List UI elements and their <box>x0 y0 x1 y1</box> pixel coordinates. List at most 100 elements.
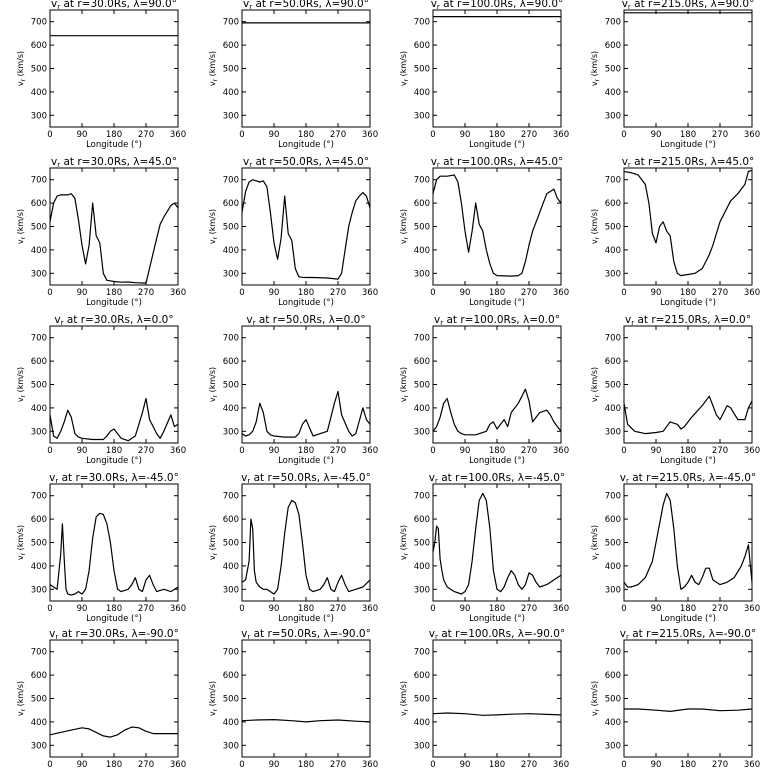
title-subscript: r <box>249 3 252 11</box>
title-text: at r=30.0Rs, λ=-45.0° <box>58 472 179 484</box>
y-tick-label: 300 <box>605 585 621 595</box>
title-subscript: r <box>631 319 634 327</box>
x-tick-label: 90 <box>77 604 88 614</box>
y-tick-label: 400 <box>223 246 239 256</box>
y-label-subscript: r <box>212 78 219 81</box>
x-tick-label: 180 <box>298 446 314 456</box>
title-subscript: r <box>628 161 631 169</box>
title-subscript: r <box>55 477 58 485</box>
x-tick-label: 360 <box>170 130 186 140</box>
y-label-symbol: v <box>590 397 599 402</box>
plot-frame <box>49 483 179 602</box>
x-tick-label: 180 <box>106 130 122 140</box>
y-axis-label: vr (km/s) <box>590 525 601 560</box>
x-axis-label: Longitude (°) <box>86 140 142 150</box>
y-tick-label: 300 <box>223 585 239 595</box>
chart-title: vr at r=30.0Rs, λ=45.0° <box>51 156 177 169</box>
x-axis-label: Longitude (°) <box>278 456 334 466</box>
x-tick-label: 270 <box>330 130 346 140</box>
y-tick-label: 300 <box>605 269 621 279</box>
plot-frame <box>241 639 371 758</box>
y-tick-label: 700 <box>605 334 621 344</box>
x-tick-label: 270 <box>521 288 537 298</box>
x-tick-label: 270 <box>712 760 728 768</box>
x-axis-label: Longitude (°) <box>278 614 334 624</box>
x-tick-label: 270 <box>138 604 154 614</box>
y-tick-label: 400 <box>31 718 47 728</box>
title-symbol: v <box>49 472 55 484</box>
y-tick-label: 400 <box>414 562 430 572</box>
y-tick-label: 600 <box>223 199 239 209</box>
title-text: at r=30.0Rs, λ=90.0° <box>60 0 177 10</box>
y-tick-label: 500 <box>31 223 47 233</box>
y-label-subscript: r <box>594 236 601 239</box>
y-tick-label: 400 <box>414 718 430 728</box>
title-subscript: r <box>253 319 256 327</box>
y-tick-label: 400 <box>605 246 621 256</box>
x-tick-label: 180 <box>680 604 696 614</box>
title-text: at r=30.0Rs, λ=45.0° <box>60 156 177 168</box>
data-series-line <box>49 512 179 596</box>
x-tick-label: 180 <box>489 288 505 298</box>
title-symbol: v <box>243 156 249 168</box>
y-tick-label: 500 <box>605 695 621 705</box>
x-tick-label: 180 <box>680 760 696 768</box>
title-text: at r=215.0Rs, λ=90.0° <box>631 0 754 10</box>
y-label-symbol: v <box>16 397 25 402</box>
plot-frame <box>623 167 753 286</box>
x-tick-label: 270 <box>138 446 154 456</box>
y-tick-label: 700 <box>31 176 47 186</box>
data-series-line <box>432 174 562 277</box>
y-axis-label: vr (km/s) <box>208 209 219 244</box>
y-tick-label: 700 <box>414 492 430 502</box>
x-axis-label: Longitude (°) <box>278 140 334 150</box>
title-symbol: v <box>243 0 249 10</box>
x-tick-label: 360 <box>362 604 378 614</box>
y-tick-label: 400 <box>605 404 621 414</box>
x-tick-label: 360 <box>170 604 186 614</box>
y-label-text: (km/s) <box>208 525 217 553</box>
title-subscript: r <box>57 161 60 169</box>
chart-panel: vr at r=215.0Rs, λ=-90.0°0 90 180 270 360300… <box>590 628 760 768</box>
title-symbol: v <box>434 314 440 326</box>
y-label-symbol: v <box>208 711 217 716</box>
x-tick-label: 90 <box>460 446 471 456</box>
x-tick-label: 270 <box>712 130 728 140</box>
y-tick-label: 600 <box>31 671 47 681</box>
x-tick-label: 360 <box>744 760 760 768</box>
x-tick-label: 0 <box>47 760 52 768</box>
y-tick-label: 700 <box>31 648 47 658</box>
x-tick-label: 90 <box>269 760 280 768</box>
y-tick-label: 600 <box>414 357 430 367</box>
y-label-subscript: r <box>20 552 27 555</box>
y-axis-label: vr (km/s) <box>590 209 601 244</box>
y-tick-label: 300 <box>414 741 430 751</box>
chart-panel: vr at r=100.0Rs, λ=90.0°0 90 180 270 3603004… <box>399 0 569 150</box>
chart-panel: vr at r=100.0Rs, λ=-45.0°0 90 180 270 360300… <box>399 472 569 624</box>
y-tick-label: 300 <box>223 269 239 279</box>
y-tick-label: 400 <box>31 404 47 414</box>
chart-panel: vr at r=30.0Rs, λ=90.0°0 90 180 270 36030040… <box>16 0 186 150</box>
chart-title: vr at r=30.0Rs, λ=90.0° <box>51 0 177 11</box>
y-tick-label: 600 <box>31 199 47 209</box>
chart-title: vr at r=50.0Rs, λ=45.0° <box>243 156 369 169</box>
y-label-symbol: v <box>590 555 599 560</box>
title-text: at r=50.0Rs, λ=45.0° <box>252 156 369 168</box>
x-tick-label: 180 <box>489 604 505 614</box>
data-series-line <box>241 718 371 723</box>
chart-title: vr at r=100.0Rs, λ=45.0° <box>431 156 564 169</box>
title-subscript: r <box>57 3 60 11</box>
x-tick-label: 180 <box>680 446 696 456</box>
y-tick-label: 700 <box>223 334 239 344</box>
y-tick-label: 600 <box>414 515 430 525</box>
chart-title: vr at r=100.0Rs, λ=0.0° <box>434 314 560 327</box>
y-label-symbol: v <box>399 397 408 402</box>
x-tick-label: 180 <box>298 760 314 768</box>
data-series-line <box>49 726 178 738</box>
y-label-text: (km/s) <box>590 209 599 237</box>
y-tick-label: 400 <box>414 88 430 98</box>
chart-title: vr at r=30.0Rs, λ=0.0° <box>54 314 173 327</box>
x-tick-label: 270 <box>138 760 154 768</box>
x-tick-label: 90 <box>269 446 280 456</box>
y-tick-label: 700 <box>414 176 430 186</box>
